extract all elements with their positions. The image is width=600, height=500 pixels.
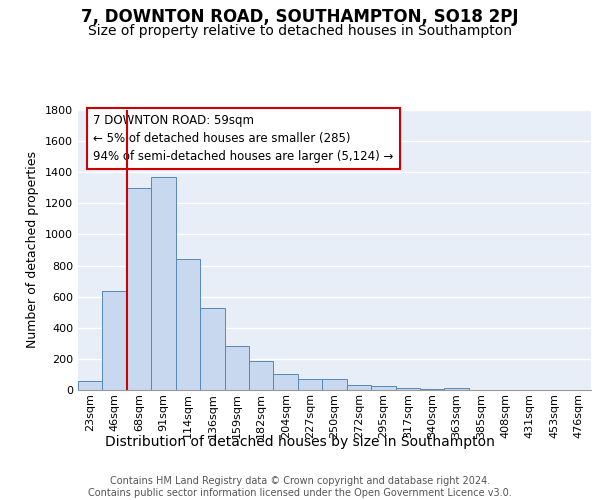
Bar <box>224 346 249 390</box>
Bar <box>151 177 176 390</box>
Text: Distribution of detached houses by size in Southampton: Distribution of detached houses by size … <box>105 435 495 449</box>
Bar <box>249 361 274 390</box>
Text: 7, DOWNTON ROAD, SOUTHAMPTON, SO18 2PJ: 7, DOWNTON ROAD, SOUTHAMPTON, SO18 2PJ <box>81 8 519 26</box>
Text: 7 DOWNTON ROAD: 59sqm
← 5% of detached houses are smaller (285)
94% of semi-deta: 7 DOWNTON ROAD: 59sqm ← 5% of detached h… <box>94 114 394 163</box>
Bar <box>176 258 200 390</box>
Text: Contains HM Land Registry data © Crown copyright and database right 2024.
Contai: Contains HM Land Registry data © Crown c… <box>88 476 512 498</box>
Bar <box>445 388 469 390</box>
Bar <box>322 379 347 390</box>
Bar <box>420 389 445 390</box>
Bar <box>103 291 127 390</box>
Bar <box>347 384 371 390</box>
Bar <box>78 380 103 390</box>
Bar <box>200 308 224 390</box>
Text: Size of property relative to detached houses in Southampton: Size of property relative to detached ho… <box>88 24 512 38</box>
Bar <box>274 374 298 390</box>
Bar <box>298 379 322 390</box>
Bar <box>371 386 395 390</box>
Y-axis label: Number of detached properties: Number of detached properties <box>26 152 40 348</box>
Bar <box>395 388 420 390</box>
Bar <box>127 188 151 390</box>
